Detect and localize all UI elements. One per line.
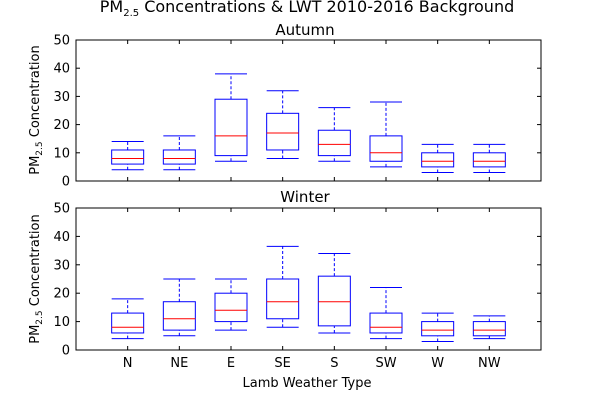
autumn-y-tick-label: 40 [53,62,70,77]
x-tick-label-ne: NE [170,356,188,371]
winter-y-tick-label: 30 [53,258,70,273]
winter-y-tick-label: 20 [53,287,70,302]
autumn-panel-title: Autumn [275,21,334,39]
winter-box-se [266,245,300,328]
winter-box-nw [472,315,506,340]
autumn-y-tick-label: 50 [53,34,70,49]
autumn-box-e [214,73,248,162]
x-tick-label-nw: NW [478,356,501,371]
winter-box-sw [369,287,403,340]
autumn-box-ne [162,135,196,171]
winter-box-w [421,312,455,342]
winter-y-tick-label: 50 [53,202,70,217]
autumn-plot-frame [75,39,542,182]
winter-y-tick-label: 10 [53,315,70,330]
winter-box-s [317,252,351,334]
autumn-y-axis-label: PM2.5 Concentration [28,45,45,175]
autumn-box-nw [472,143,506,174]
winter-panel-title: Winter [280,188,330,206]
box-iqr [317,129,351,157]
winter-box-e [214,278,248,331]
winter-y-tick-label: 0 [62,344,70,359]
box-iqr [214,292,248,323]
autumn-y-tick-label: 0 [62,175,70,190]
box-iqr [317,275,351,327]
box-iqr [421,152,455,168]
winter-box-n [111,298,145,340]
autumn-y-tick-label: 10 [53,146,70,161]
box-iqr [472,152,506,168]
autumn-panel: Autumn PM2.5 Concentration 0 10 20 30 40 50 [28,21,542,190]
winter-panel: Winter PM2.5 Concentration 0 10 20 30 40 50 N N… [28,188,542,371]
autumn-box-se [266,90,300,159]
figure-title: PM2.5 Concentrations & LWT 2010-2016 Bac… [100,0,515,19]
box-iqr [214,98,248,157]
x-tick-label-sw: SW [375,356,396,371]
box-iqr [111,312,145,334]
box-iqr [266,278,300,320]
x-tick-label-se: SE [274,356,290,371]
box-iqr [369,135,403,162]
autumn-y-tick-label: 20 [53,118,70,133]
x-tick-label-n: N [123,356,133,371]
box-iqr [421,321,455,337]
box-iqr [369,312,403,334]
autumn-box-s [317,107,351,162]
box-iqr [111,149,145,165]
autumn-box-n [111,141,145,171]
autumn-y-tick-label: 30 [53,90,70,105]
x-tick-label-e: E [227,356,235,371]
winter-y-axis-label: PM2.5 Concentration [28,214,45,344]
box-iqr [472,321,506,337]
x-tick-label-w: W [431,356,444,371]
x-tick-label-s: S [330,356,338,371]
winter-plot-frame [75,207,542,351]
winter-box-ne [162,278,196,337]
box-iqr [162,301,196,331]
x-axis-label: Lamb Weather Type [243,376,372,391]
winter-y-tick-label: 40 [53,230,70,245]
box-iqr [266,112,300,151]
box-iqr [162,149,196,165]
autumn-box-w [421,143,455,174]
autumn-box-sw [369,101,403,168]
